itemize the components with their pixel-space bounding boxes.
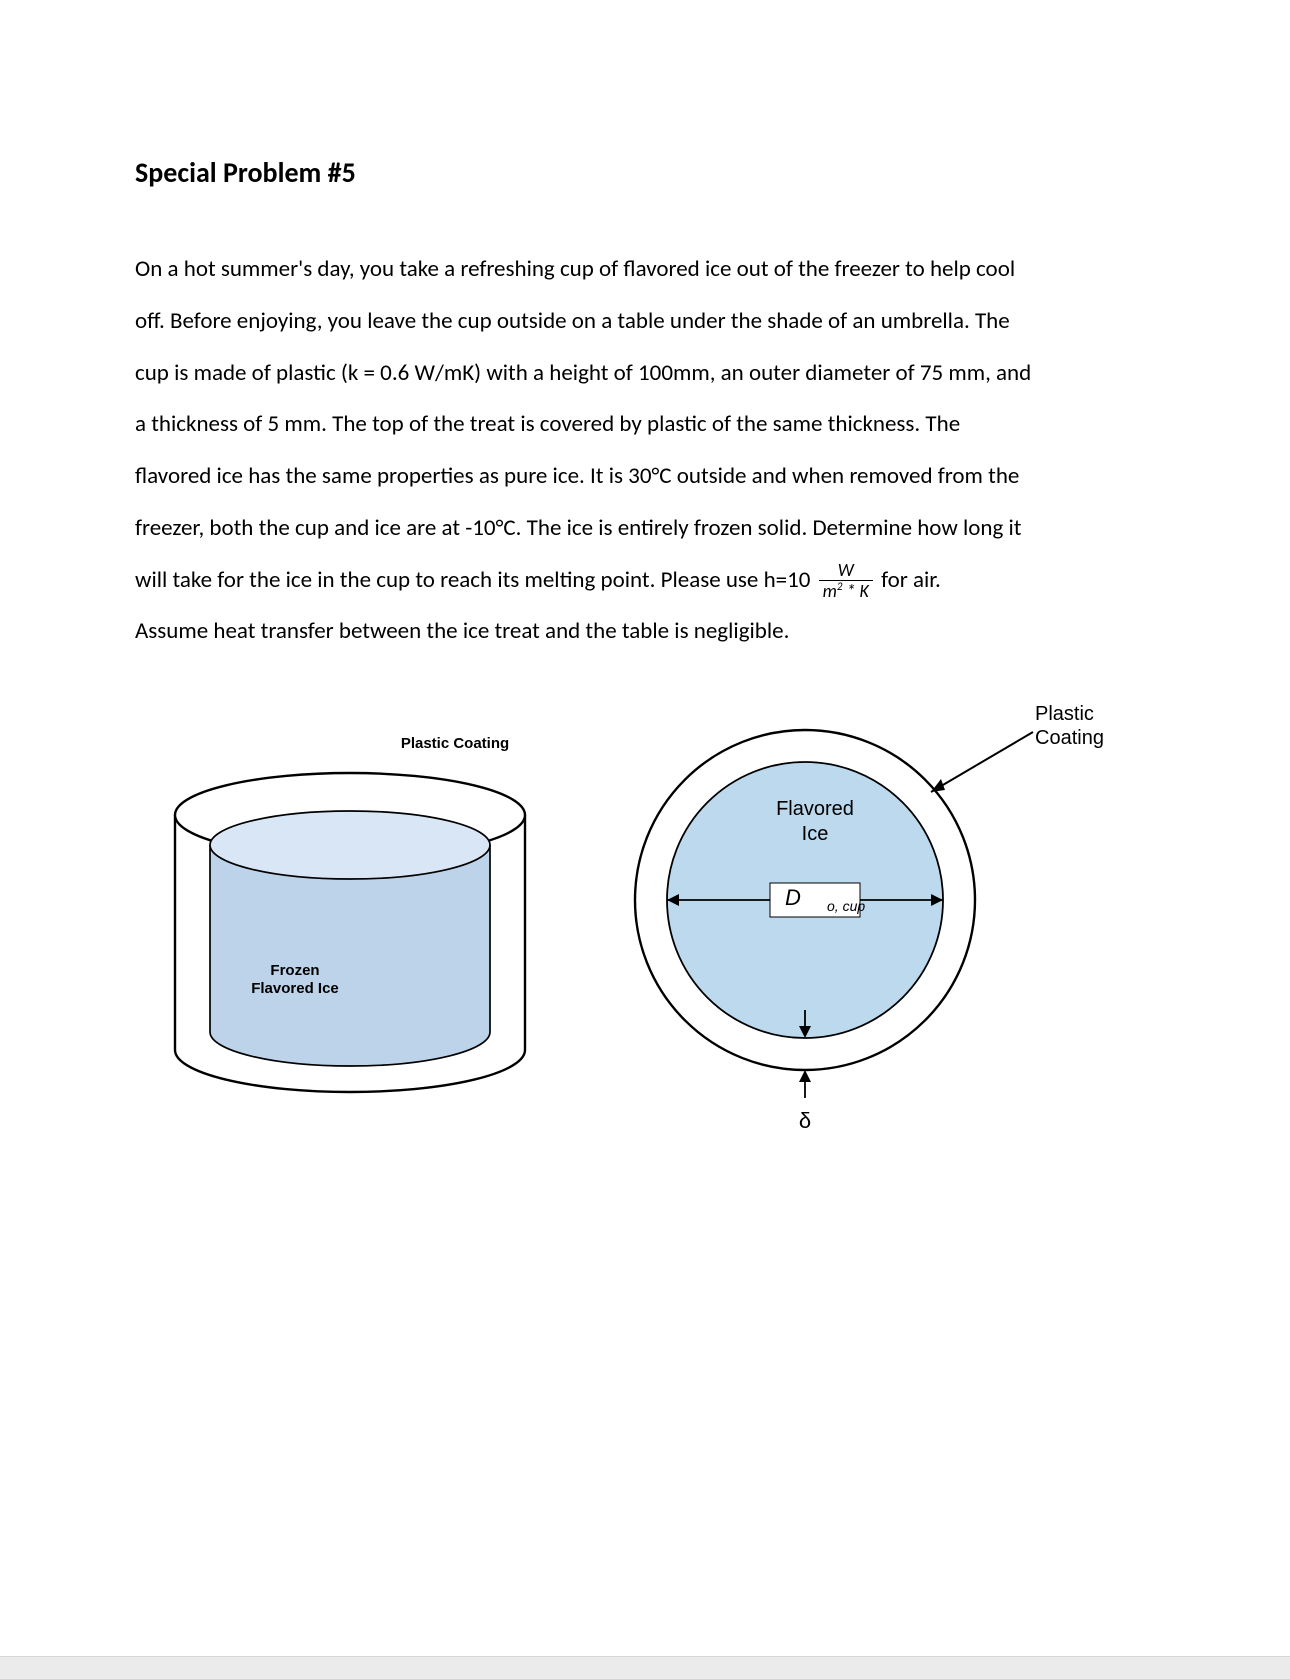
footer-bar (0, 1656, 1290, 1679)
label-plastic-coating: Plastic Coating (401, 735, 509, 752)
label-frozen-ice-line1: Frozen (270, 962, 319, 979)
body-tail: Assume heat transfer between the ice tre… (135, 617, 789, 645)
label-frozen-ice-line2: Flavored Ice (251, 980, 339, 997)
body-line: cup is made of plastic (k = 0.6 W/mK) wi… (135, 359, 1031, 387)
fraction-numerator: W (819, 561, 873, 581)
body-eq-pre: will take for the ice in the cup to reac… (135, 566, 816, 594)
figures-container: Plastic Coating Frozen Flavore (135, 680, 1155, 1200)
label-flavored-ice-line1: Flavored (776, 798, 854, 820)
dim-D-sub: o, cup (827, 898, 865, 914)
label-plastic-coating-line1: Plastic (1035, 703, 1094, 725)
label-plastic-coating-line2: Coating (1035, 727, 1104, 749)
figure-cup-3d: Plastic Coating Frozen Flavore (135, 720, 565, 1150)
fraction: Wm2 * K (819, 561, 873, 601)
body-line: flavored ice has the same properties as … (135, 462, 1019, 490)
fraction-denominator: m2 * K (819, 581, 873, 601)
body-line: a thickness of 5 mm. The top of the trea… (135, 410, 960, 438)
body-line: off. Before enjoying, you leave the cup … (135, 307, 1010, 335)
problem-body: On a hot summer's day, you take a refres… (135, 244, 1155, 658)
label-flavored-ice-line2: Ice (802, 823, 829, 845)
inner-ice (210, 811, 490, 1066)
thickness-symbol: δ (799, 1108, 811, 1133)
dim-D: D (785, 885, 801, 910)
arrow-plastic-coating (931, 732, 1033, 792)
body-eq-post: for air. (876, 566, 941, 594)
cup-svg: Plastic Coating Frozen Flavore (135, 720, 565, 1150)
page: Special Problem #5 On a hot summer's day… (0, 0, 1290, 1679)
topview-svg: Plastic Coating Flavored Ice D (615, 680, 1155, 1150)
body-line: freezer, both the cup and ice are at -10… (135, 514, 1021, 542)
figure-cup-top: Plastic Coating Flavored Ice D (615, 680, 1155, 1150)
problem-title: Special Problem #5 (135, 155, 1155, 190)
arrowhead-plastic-coating (931, 779, 945, 792)
body-line: On a hot summer's day, you take a refres… (135, 255, 1015, 283)
dim-thickness: δ (799, 1010, 811, 1133)
